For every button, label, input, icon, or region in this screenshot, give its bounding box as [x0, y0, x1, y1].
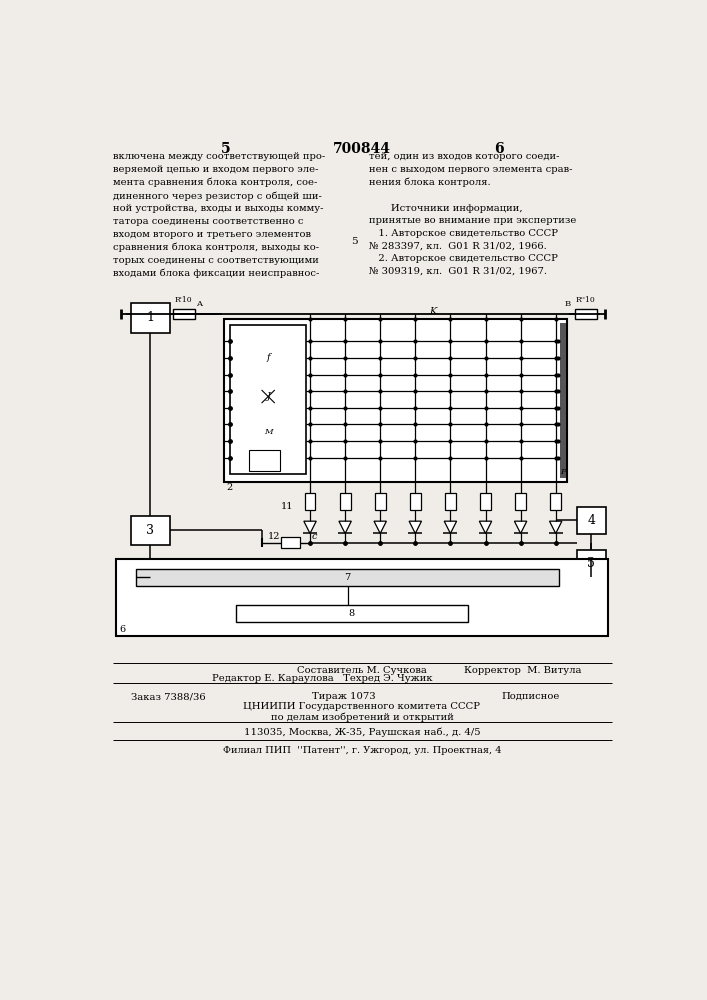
Text: f: f	[267, 353, 270, 362]
Text: R''10: R''10	[575, 296, 595, 304]
Bar	[230, 325, 306, 474]
Text: 11: 11	[281, 502, 293, 511]
Bar	[131, 303, 170, 333]
Text: 6: 6	[119, 625, 126, 634]
Polygon shape	[444, 521, 457, 533]
Text: J: J	[267, 392, 270, 401]
Text: 5: 5	[351, 237, 358, 246]
Polygon shape	[479, 521, 491, 533]
Text: Составитель М. Сучкова: Составитель М. Сучкова	[297, 666, 427, 675]
Text: A: A	[196, 300, 202, 308]
Polygon shape	[304, 521, 316, 533]
Bar	[131, 516, 170, 545]
Text: Редактор Е. Караулова   Техред Э. Чужик: Редактор Е. Караулова Техред Э. Чужик	[212, 674, 433, 683]
Bar	[410, 493, 421, 510]
Text: включена между соответствующей про-
веряемой цепью и входом первого эле-
мента с: включена между соответствующей про- веря…	[113, 152, 325, 278]
Bar	[550, 493, 561, 510]
Bar	[281, 537, 300, 548]
Bar	[577, 507, 606, 534]
Bar	[339, 493, 351, 510]
Polygon shape	[409, 521, 421, 533]
Bar	[235, 605, 468, 622]
Bar	[116, 559, 609, 636]
Text: R'10: R'10	[175, 296, 192, 304]
Bar	[480, 493, 491, 510]
Text: Филиал ПИП  ''Патент'', г. Ужгород, ул. Проектная, 4: Филиал ПИП ''Патент'', г. Ужгород, ул. П…	[223, 746, 501, 755]
Text: 5: 5	[588, 557, 595, 570]
Text: 5: 5	[221, 142, 230, 156]
Text: c: c	[312, 532, 317, 541]
Text: ЦНИИПИ Государственного комитета СССР: ЦНИИПИ Государственного комитета СССР	[243, 702, 481, 711]
Text: тей, один из входов которого соеди-
нен с выходом первого элемента срав-
нения б: тей, один из входов которого соеди- нен …	[369, 152, 576, 276]
Text: P: P	[560, 468, 566, 476]
Text: K: K	[429, 307, 436, 316]
Bar	[559, 323, 566, 478]
Text: Тираж 1073: Тираж 1073	[312, 692, 376, 701]
Polygon shape	[339, 521, 351, 533]
Text: 700844: 700844	[333, 142, 391, 156]
Text: 7: 7	[344, 573, 351, 582]
Text: 2: 2	[226, 483, 233, 492]
Bar	[305, 493, 315, 510]
Bar	[224, 319, 567, 482]
Text: Корректор  М. Витула: Корректор М. Витула	[464, 666, 581, 675]
Bar	[136, 569, 559, 586]
Bar	[249, 450, 280, 471]
Polygon shape	[549, 521, 562, 533]
Text: Подписное: Подписное	[501, 692, 559, 701]
Polygon shape	[515, 521, 527, 533]
Text: Заказ 7388/36: Заказ 7388/36	[131, 692, 206, 701]
Text: 12: 12	[268, 532, 281, 541]
Text: M: M	[264, 428, 272, 436]
Bar	[173, 309, 194, 319]
Text: 6: 6	[494, 142, 504, 156]
Text: 8: 8	[349, 609, 355, 618]
Text: B: B	[564, 300, 571, 308]
Text: 113035, Москва, Ж-35, Раушская наб., д. 4/5: 113035, Москва, Ж-35, Раушская наб., д. …	[244, 728, 480, 737]
Text: 1: 1	[146, 311, 154, 324]
Text: 3: 3	[146, 524, 154, 537]
Bar	[577, 550, 606, 577]
Text: 4: 4	[588, 514, 595, 527]
Text: по делам изобретений и открытий: по делам изобретений и открытий	[271, 712, 453, 722]
Bar	[375, 493, 385, 510]
Bar	[515, 493, 526, 510]
Bar	[575, 309, 597, 319]
Polygon shape	[374, 521, 387, 533]
Bar	[445, 493, 456, 510]
